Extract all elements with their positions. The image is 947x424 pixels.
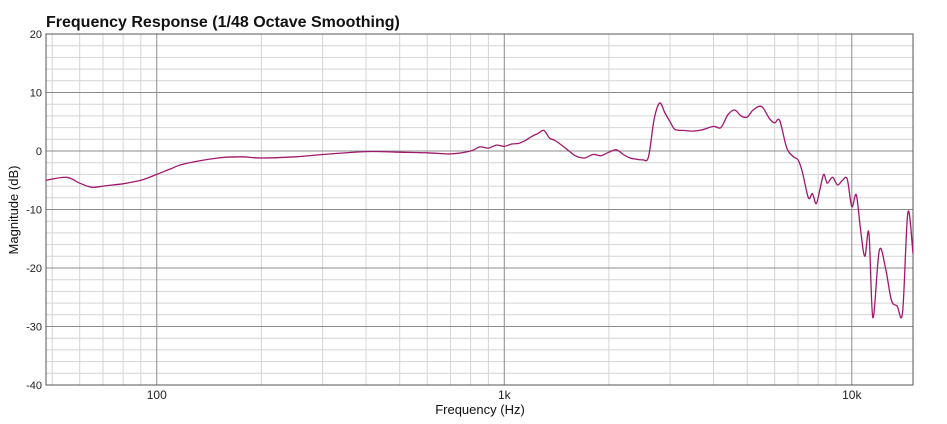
major-grid bbox=[46, 33, 913, 386]
y-tick-label: -10 bbox=[26, 205, 42, 217]
y-tick-label: 20 bbox=[30, 29, 42, 41]
plot-frame bbox=[45, 33, 914, 386]
y-tick-label: -30 bbox=[26, 322, 42, 334]
series-line-frequency-response bbox=[45, 102, 914, 319]
series-layer bbox=[45, 102, 914, 319]
y-tick-labels: 20 10 0 -10 -20 -30 -40 bbox=[26, 29, 42, 392]
y-tick-label: 0 bbox=[36, 146, 42, 158]
y-tick-label: -20 bbox=[26, 263, 42, 275]
y-tick-label: 10 bbox=[30, 88, 42, 100]
chart-title: Frequency Response (1/48 Octave Smoothin… bbox=[46, 14, 400, 31]
x-tick-label: 10k bbox=[842, 388, 862, 402]
y-tick-label: -40 bbox=[26, 380, 42, 392]
x-axis-label: Frequency (Hz) bbox=[435, 402, 525, 417]
x-tick-label: 1k bbox=[498, 388, 512, 402]
x-tick-label: 100 bbox=[147, 388, 167, 402]
x-tick-labels: 100 1k 10k bbox=[147, 388, 863, 402]
y-axis-label: Magnitude (dB) bbox=[6, 166, 21, 255]
